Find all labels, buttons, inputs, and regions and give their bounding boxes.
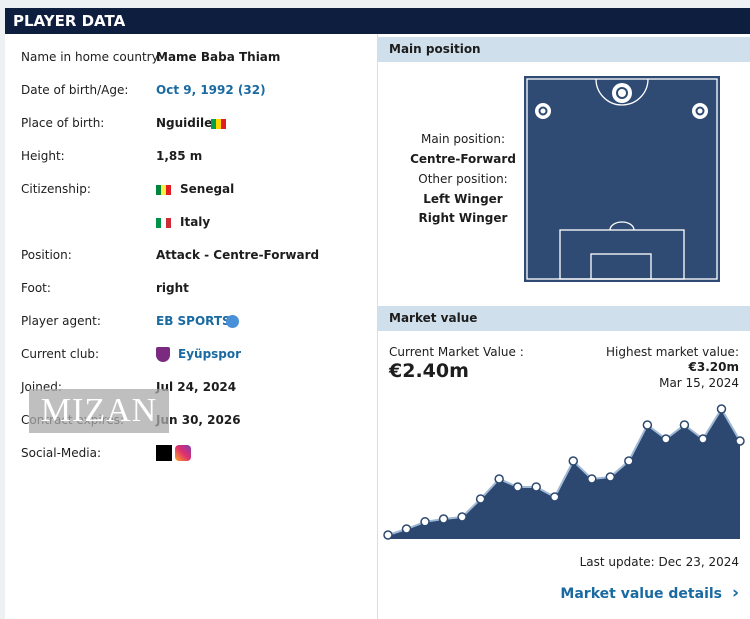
point: [568, 456, 579, 466]
flag: [156, 218, 171, 228]
detail-label: Position:: [21, 248, 72, 262]
section-header: PLAYER DATA: [5, 8, 750, 34]
detail-value[interactable]: Oct 9, 1992 (32): [156, 83, 266, 97]
detail-label: Height:: [21, 149, 65, 163]
club-crest: [156, 347, 170, 362]
point: [735, 436, 745, 446]
main-position-label: Main position:: [420, 132, 506, 146]
point: [661, 434, 671, 444]
detail-value: Italy: [180, 215, 211, 229]
point: [698, 434, 708, 444]
watermark: MIZAN: [29, 389, 169, 433]
section-title: Market value: [378, 306, 750, 331]
detail-value: Attack - Centre-Forward: [156, 248, 320, 262]
point: [420, 517, 430, 527]
highest-date: Mar 15, 2024: [659, 376, 739, 390]
detail-label: Current club:: [21, 347, 100, 361]
instagram-icon[interactable]: [175, 445, 191, 461]
detail-value: right: [156, 281, 189, 295]
point: [642, 420, 653, 430]
chevron[interactable]: ›: [731, 583, 739, 603]
detail-label: Foot:: [21, 281, 51, 295]
detail-value: 1,85 m: [156, 149, 203, 163]
section-title: Main position: [378, 37, 750, 62]
point: [438, 514, 449, 524]
flag: [211, 119, 226, 129]
pitch: [524, 76, 720, 282]
point: [457, 512, 467, 522]
point: [605, 472, 616, 482]
point: [512, 482, 523, 492]
detail-label: Name in home country:: [21, 50, 162, 64]
point: [383, 530, 393, 540]
point: [624, 456, 634, 466]
flag: [156, 185, 171, 195]
point: [549, 492, 560, 502]
current-value: €2.40m: [389, 360, 469, 382]
other-position-label: Other position:: [418, 172, 508, 186]
point: [679, 420, 690, 430]
highest-label: Highest market value:: [606, 345, 739, 359]
position-panel: Main position Main position: Centre-Forw…: [378, 34, 750, 619]
area: [388, 409, 740, 539]
point: [716, 404, 727, 414]
other-position: Left Winger: [423, 192, 503, 206]
detail-label: Player agent:: [21, 314, 101, 328]
x-icon[interactable]: [156, 445, 172, 461]
main-position: Centre-Forward: [410, 152, 516, 166]
market-value-chart: [383, 404, 745, 540]
detail-label: Citizenship:: [21, 182, 91, 196]
other-position: Right Winger: [418, 211, 508, 225]
detail-value[interactable]: Eyüpspor: [178, 347, 242, 361]
verified-icon: [226, 315, 239, 328]
detail-value[interactable]: EB SPORTS: [156, 314, 231, 328]
detail-value: Nguidile: [156, 116, 213, 130]
details-link[interactable]: Market value details: [560, 586, 722, 602]
detail-label: Date of birth/Age:: [21, 83, 129, 97]
point: [531, 482, 541, 492]
current-label: Current Market Value :: [389, 345, 524, 359]
highest-value: €3.20m: [688, 360, 739, 374]
last-update: Last update: Dec 23, 2024: [579, 555, 739, 569]
point: [401, 524, 412, 534]
detail-value: Jun 30, 2026: [156, 413, 241, 427]
point: [587, 474, 597, 484]
point: [475, 494, 486, 504]
detail-label: Social-Media:: [21, 446, 101, 460]
point: [494, 474, 504, 484]
detail-value: Mame Baba Thiam: [156, 50, 281, 64]
detail-value: Senegal: [180, 182, 235, 196]
details-panel: Name in home country: Mame Baba Thiam Date…: [5, 34, 378, 619]
detail-label: Place of birth:: [21, 116, 105, 130]
detail-value: Jul 24, 2024: [156, 380, 237, 394]
